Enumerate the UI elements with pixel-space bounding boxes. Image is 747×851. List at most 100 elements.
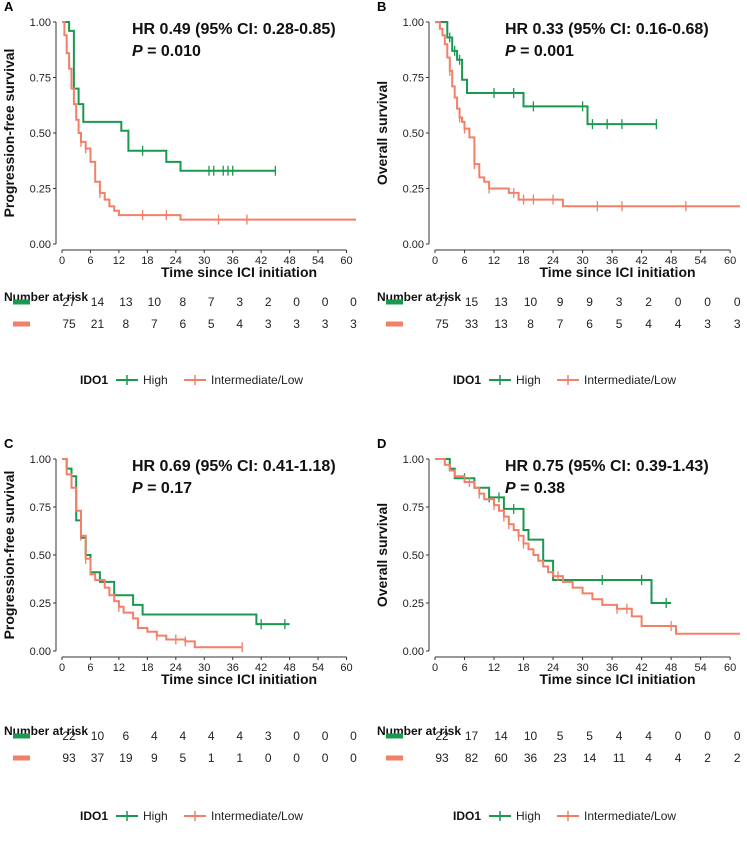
panel-b: B0.000.250.500.751.000 6 12 18 24 30 36 42 48 54 6…	[374, 0, 741, 387]
risk-count: 3	[734, 317, 741, 331]
y-axis-title: Progression-free survival	[1, 471, 17, 640]
legend-label-intermediate-low: Intermediate/Low	[584, 373, 676, 387]
x-tick-label: 18	[517, 662, 529, 674]
risk-count: 4	[675, 751, 682, 765]
risk-count: 0	[293, 295, 300, 309]
risk-count: 0	[704, 295, 711, 309]
risk-count: 9	[586, 295, 593, 309]
risk-count: 14	[91, 295, 105, 309]
risk-count: 27	[435, 295, 449, 309]
legend-label-high: High	[143, 373, 168, 387]
risk-count: 8	[179, 295, 186, 309]
risk-count: 4	[179, 729, 186, 743]
risk-count: 5	[179, 751, 186, 765]
risk-count: 3	[265, 729, 272, 743]
risk-count: 21	[91, 317, 105, 331]
x-tick-label: 36	[606, 662, 618, 674]
risk-count: 75	[435, 317, 449, 331]
risk-count: 14	[583, 751, 597, 765]
risk-count: 5	[208, 317, 215, 331]
hazard-ratio-text: HR 0.75 (95% CI: 0.39-1.43)	[505, 458, 709, 475]
x-axis-title: Time since ICI initiation	[161, 264, 317, 280]
x-tick-label: 0	[59, 662, 65, 674]
x-tick-label: 36	[227, 255, 239, 267]
risk-count: 2	[645, 295, 652, 309]
x-tick-label: 42	[635, 255, 647, 267]
x-tick-label: 60	[724, 662, 736, 674]
risk-count: 27	[62, 295, 76, 309]
y-tick-label: 0.75	[403, 73, 424, 85]
x-tick-label: 42	[255, 662, 267, 674]
panel-label: D	[377, 436, 386, 451]
y-axis-title: Overall survival	[374, 503, 390, 607]
p-value-text: P = 0.17	[132, 480, 192, 497]
risk-count: 13	[494, 295, 508, 309]
x-tick-label: 24	[170, 662, 182, 674]
x-tick-label: 48	[665, 255, 677, 267]
risk-count: 3	[265, 317, 272, 331]
y-tick-label: 0.75	[30, 502, 51, 514]
risk-count: 4	[236, 317, 243, 331]
x-tick-label: 24	[170, 255, 182, 267]
panel-label: C	[4, 436, 14, 451]
risk-count: 10	[148, 295, 162, 309]
risk-count: 0	[675, 729, 682, 743]
x-tick-label: 60	[340, 255, 352, 267]
panel-a: A0.000.250.500.751.000 6 12 18 24 30 36 42 48 54 6…	[1, 0, 357, 387]
risk-count: 3	[616, 295, 623, 309]
risk-count: 11	[613, 751, 626, 765]
risk-count: 33	[465, 317, 479, 331]
risk-count: 3	[293, 317, 300, 331]
risk-count: 75	[62, 317, 76, 331]
risk-count: 7	[208, 295, 215, 309]
p-value-text: P = 0.010	[132, 43, 201, 60]
risk-count: 4	[151, 729, 158, 743]
legend-label-intermediate-low: Intermediate/Low	[211, 809, 303, 823]
risk-count: 22	[62, 729, 76, 743]
risk-count: 36	[524, 751, 538, 765]
p-value: = 0.010	[143, 43, 201, 60]
hazard-ratio-text: HR 0.49 (95% CI: 0.28-0.85)	[132, 21, 336, 38]
p-value: = 0.001	[516, 43, 574, 60]
y-tick-label: 0.25	[30, 184, 51, 196]
legend-label-intermediate-low: Intermediate/Low	[211, 373, 303, 387]
legend-label-high: High	[516, 373, 541, 387]
risk-count: 10	[91, 729, 105, 743]
panel-label: A	[4, 0, 14, 14]
risk-count: 3	[322, 317, 329, 331]
x-tick-label: 0	[432, 255, 438, 267]
risk-count: 0	[293, 751, 300, 765]
x-tick-label: 12	[488, 662, 500, 674]
x-tick-label: 12	[488, 255, 500, 267]
risk-count: 19	[119, 751, 133, 765]
y-tick-label: 0.00	[403, 646, 424, 658]
risk-count: 4	[236, 729, 243, 743]
risk-count: 4	[645, 729, 652, 743]
x-tick-label: 54	[312, 255, 324, 267]
risk-count: 13	[494, 317, 508, 331]
legend-title: IDO1	[453, 373, 481, 387]
x-tick-label: 12	[113, 255, 125, 267]
risk-count: 0	[704, 729, 711, 743]
risk-count: 3	[704, 317, 711, 331]
risk-count: 1	[208, 751, 215, 765]
x-tick-label: 60	[724, 255, 736, 267]
risk-count: 15	[465, 295, 479, 309]
risk-count: 60	[494, 751, 508, 765]
p-value: = 0.38	[516, 480, 565, 497]
x-axis-title: Time since ICI initiation	[539, 671, 695, 687]
risk-count: 0	[675, 295, 682, 309]
y-tick-label: 1.00	[403, 17, 424, 29]
x-tick-label: 30	[576, 255, 588, 267]
risk-count: 10	[524, 729, 538, 743]
x-tick-label: 30	[576, 662, 588, 674]
p-value-text: P = 0.38	[505, 480, 565, 497]
x-tick-label: 54	[695, 662, 707, 674]
risk-count: 7	[557, 317, 564, 331]
p-letter: P	[505, 43, 516, 60]
risk-count: 0	[265, 751, 272, 765]
risk-count: 9	[151, 751, 158, 765]
risk-count: 9	[557, 295, 564, 309]
risk-count: 5	[557, 729, 564, 743]
